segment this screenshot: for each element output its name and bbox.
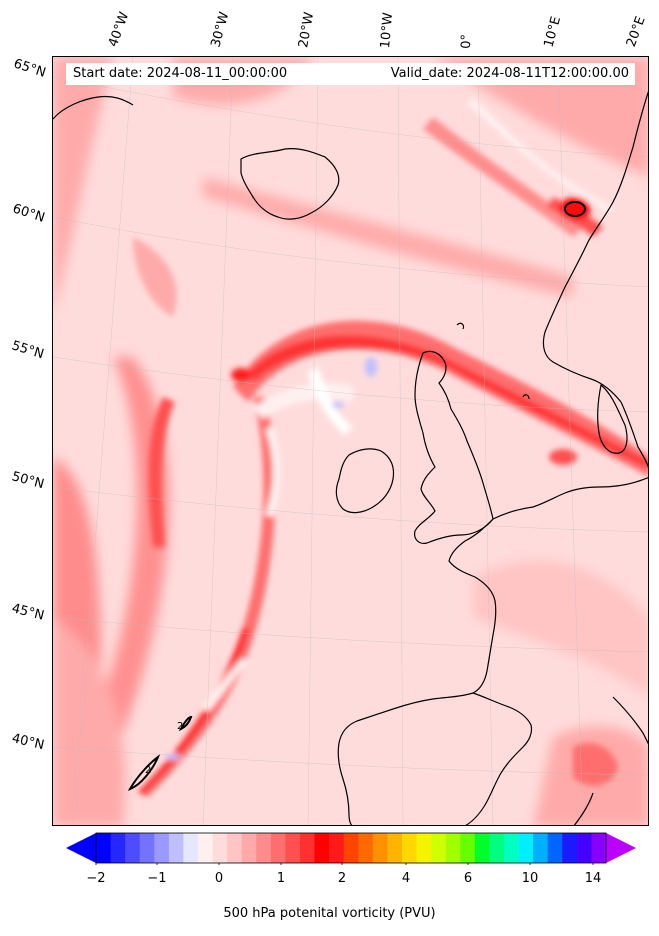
colorbar-cell xyxy=(110,833,126,863)
colorbar-cell xyxy=(387,833,403,863)
colorbar-cell xyxy=(256,833,272,863)
colorbar-cell xyxy=(125,833,141,863)
lon-label-0: 0° xyxy=(459,33,475,49)
coast-denmark xyxy=(597,384,628,454)
colorbar-cell xyxy=(431,833,447,863)
valid-date-label: Valid_date: 2024-08-11T12:00:00.00 xyxy=(390,66,629,81)
colorbar-tick-2: 2 xyxy=(337,871,347,886)
pv-map: 2 2 xyxy=(52,56,649,826)
colorbar-cell xyxy=(445,833,461,863)
coast-faroe xyxy=(456,322,465,330)
colorbar-tick-marks xyxy=(95,863,594,865)
colorbar-cell xyxy=(474,833,490,863)
lat-label-40n: 40°N xyxy=(10,731,46,754)
colorbar-cell xyxy=(154,833,170,863)
colorbar-tick-6: 6 xyxy=(463,871,473,886)
coast-iberia-east xyxy=(465,692,533,825)
lon-label-20w: 20°W xyxy=(296,11,318,50)
pv-bands xyxy=(133,97,648,797)
contour-norway xyxy=(564,201,586,217)
colorbar-cell xyxy=(489,833,505,863)
colorbar-cell xyxy=(285,833,301,863)
colorbar-cell xyxy=(139,833,155,863)
lat-label-50n: 50°N xyxy=(10,469,46,493)
contour-southwest xyxy=(127,754,161,791)
lon-label-40w: 40°W xyxy=(105,10,133,49)
coast-iceland xyxy=(240,148,340,220)
colorbar-cell xyxy=(183,833,199,863)
coast-sweden xyxy=(620,401,648,469)
coast-sardinia xyxy=(573,792,594,825)
colorbar-outline xyxy=(95,832,607,864)
colorbar-under-arrow xyxy=(66,833,96,863)
colorbar-cell xyxy=(591,833,607,863)
colorbar-cell xyxy=(329,833,345,863)
lat-label-45n: 45°N xyxy=(10,601,46,624)
lat-label-55n: 55°N xyxy=(9,338,46,363)
colorbar-cell xyxy=(300,833,316,863)
colorbar-cells xyxy=(96,833,607,863)
colorbar-cell xyxy=(314,833,330,863)
pv-field-svg: 2 2 xyxy=(53,57,648,825)
colorbar-tick-1: 1 xyxy=(276,871,286,886)
colorbar-cell xyxy=(241,833,257,863)
colorbar-tick-0: 0 xyxy=(214,871,224,886)
coast-benelux xyxy=(492,477,648,520)
lat-label-60n: 60°N xyxy=(10,201,47,226)
colorbar-cell xyxy=(518,833,534,863)
colorbar xyxy=(66,832,636,865)
colorbar-cell xyxy=(576,833,592,863)
colorbar-cell xyxy=(533,833,549,863)
colorbar-cell xyxy=(562,833,578,863)
colorbar-cell xyxy=(343,833,359,863)
colorbar-cell xyxy=(547,833,563,863)
contour-label-2: 2 xyxy=(177,721,183,732)
colorbar-cell xyxy=(227,833,243,863)
coast-greenland xyxy=(53,95,134,120)
colorbar-cell xyxy=(416,833,432,863)
coast-shetland xyxy=(522,394,530,400)
coast-great-britain xyxy=(414,350,494,544)
coast-iberia-north-west xyxy=(337,692,474,825)
colorbar-cell xyxy=(460,833,476,863)
coast-norway xyxy=(542,91,648,403)
lon-label-20e: 20°E xyxy=(623,14,649,50)
contour-label-1: 2 xyxy=(145,765,151,776)
colorbar-cell xyxy=(96,833,112,863)
contour-filament xyxy=(178,715,193,732)
colorbar-cell xyxy=(168,833,184,863)
lon-label-30w: 30°W xyxy=(208,10,233,49)
lon-label-10e: 10°E xyxy=(541,14,565,50)
coastlines xyxy=(53,91,648,825)
date-header: Start date: 2024-08-11_00:00:00 Valid_da… xyxy=(66,63,635,85)
colorbar-tick-minus2: −2 xyxy=(86,871,106,886)
colorbar-cell xyxy=(358,833,374,863)
pv-2-contours xyxy=(127,201,586,791)
coast-mediterranean xyxy=(612,696,648,745)
colorbar-label: 500 hPa potenital vorticity (PVU) xyxy=(223,906,436,921)
colorbar-cell xyxy=(212,833,228,863)
colorbar-cell xyxy=(372,833,388,863)
colorbar-tick-4: 4 xyxy=(401,871,411,886)
colorbar-cell xyxy=(402,833,418,863)
colorbar-tick-14: 14 xyxy=(584,871,602,886)
coast-ireland xyxy=(335,448,395,514)
colorbar-cell xyxy=(198,833,214,863)
start-date-label: Start date: 2024-08-11_00:00:00 xyxy=(73,66,288,81)
pv-broad-field xyxy=(53,57,648,825)
lon-label-10w: 10°W xyxy=(378,11,397,49)
colorbar-tick-10: 10 xyxy=(521,871,539,886)
colorbar-cell xyxy=(270,833,286,863)
colorbar-over-arrow xyxy=(606,833,636,863)
coast-france xyxy=(448,518,497,694)
colorbar-cell xyxy=(504,833,520,863)
colorbar-tick-minus1: −1 xyxy=(147,871,167,886)
lat-label-65n: 65°N xyxy=(11,56,48,81)
